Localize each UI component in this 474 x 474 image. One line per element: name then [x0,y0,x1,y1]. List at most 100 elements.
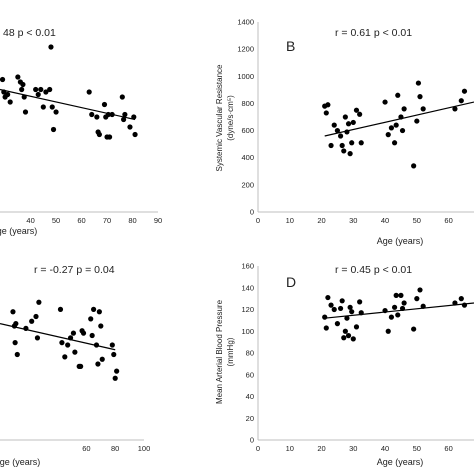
panel-d-point [401,300,407,306]
panel-c-point [98,323,104,329]
panel-d-point [411,326,417,332]
panel-a-point [7,99,13,105]
panel-b-point [344,129,350,135]
panel-d-letter: D [286,274,296,290]
panel-d-point [382,307,388,314]
panel-b-point [385,132,391,138]
panel-b-point [415,80,422,86]
panel-a-x-tick-label: 50 [52,216,60,225]
panel-a-point [49,104,55,110]
panel-a-point [106,134,113,140]
panel-a-x-tick-label: 90 [154,216,162,225]
panel-b-point [395,92,401,98]
panel-d-point [350,336,356,342]
panel-d-y-tick-label: 160 [241,262,254,271]
panel-d-point [331,306,337,313]
panel-c-point [14,351,20,358]
panel-c-point [10,309,16,315]
panel-d-x-tick-label: 40 [381,444,389,453]
panel-b-point [452,106,458,112]
panel-c-point [57,306,64,312]
panel-c-stat: r = -0.27 p = 0.04 [34,264,115,276]
panel-a-point [35,91,41,98]
panel-d-y-tick-label: 40 [246,392,254,401]
panel-c-point [88,316,94,322]
panel-a-point [89,111,95,118]
panel-c: r = -0.27 p = 0.04 Age (years) 60 80 100 [0,264,150,467]
panel-d-point [420,303,426,309]
panel-d-x-tick-label: 30 [349,444,357,453]
panel-b-point [334,127,341,134]
panel-d-y-tick-label: 100 [241,327,254,336]
panel-d-point [328,302,334,308]
panel-c-x-tick-label: 60 [82,444,90,453]
panel-b-point [345,121,352,127]
panel-d-y-tick-label: 120 [241,305,254,314]
panel-a-stat: 48 p < 0.01 [3,27,56,39]
panel-d-point [342,328,348,334]
panel-d-point [461,302,468,308]
panel-a-point [119,94,125,100]
panel-c-point [67,335,74,341]
panel-c-point [96,309,102,315]
panel-a-x-tick-label: 70 [103,216,111,225]
panel-c-point [65,342,71,348]
panel-c-point [29,318,35,324]
panel-c-point [23,325,29,331]
panel-b-y-tick-label: 600 [241,126,254,135]
panel-b-point [349,140,355,146]
panel-b-point [391,140,398,146]
panel-d-point [357,299,363,305]
panel-d-point [339,298,345,304]
panel-b-x-tick-label: 0 [256,216,260,225]
panel-a-point [131,114,137,120]
panel-d-point [334,321,341,327]
panel-a: 48 p < 0.01 Age (years) 40 50 60 70 80 90 [0,27,162,236]
panel-b-stat: r = 0.61 p < 0.01 [335,27,412,39]
panel-a-point [43,89,49,95]
panel-c-point [114,368,120,374]
panel-d-point [399,305,406,312]
panel-a-point [21,94,27,100]
panel-d-y-tick-label: 20 [246,414,254,423]
panel-c-point [111,351,117,358]
panel-d-trend-line [324,302,474,319]
panel-b-point [339,142,345,149]
panel-a-x-label: Age (years) [0,226,37,236]
panel-b-point [328,142,334,149]
panel-d-point [388,314,395,320]
panel-b-point [358,140,364,146]
panel-b-point [393,122,399,128]
panel-c-point [59,340,65,346]
panel-d-point [341,335,347,341]
panel-a-point [38,86,44,93]
panel-b-y-tick-label: 1200 [237,45,254,54]
panel-a-trend-line [0,88,136,121]
panel-a-point [50,126,57,133]
panel-a-point [94,114,100,120]
panel-c-point [36,299,42,305]
panel-b-y-label: Systemic Vascular Resistance (dyne/s·cm⁵) [215,64,235,172]
panel-c-x-tick-label: 80 [111,444,119,453]
panel-c-point [12,340,18,346]
panel-a-point [96,131,102,138]
panel-b-point [353,107,360,113]
panel-d-point [385,328,391,334]
panel-d-point [337,305,344,312]
panel-a-point [122,111,128,118]
panel-c-point [112,375,118,381]
panel-c-point [72,349,78,355]
panel-d-point [344,315,350,321]
panel-a-point [109,111,115,118]
panel-d-point [325,294,331,301]
panel-a-point [19,86,25,93]
panel-b-point [399,127,406,134]
panel-a-x-tick-label: 60 [77,216,85,225]
panel-d-point [391,304,398,310]
panel-a-point [22,109,29,115]
panel-d-x-tick-label: 0 [256,444,260,453]
panel-b-x-tick-label: 40 [381,216,389,225]
panel-b-point [411,163,417,169]
panel-a-point [5,91,11,98]
panel-d-x-tick-label: 60 [444,444,452,453]
